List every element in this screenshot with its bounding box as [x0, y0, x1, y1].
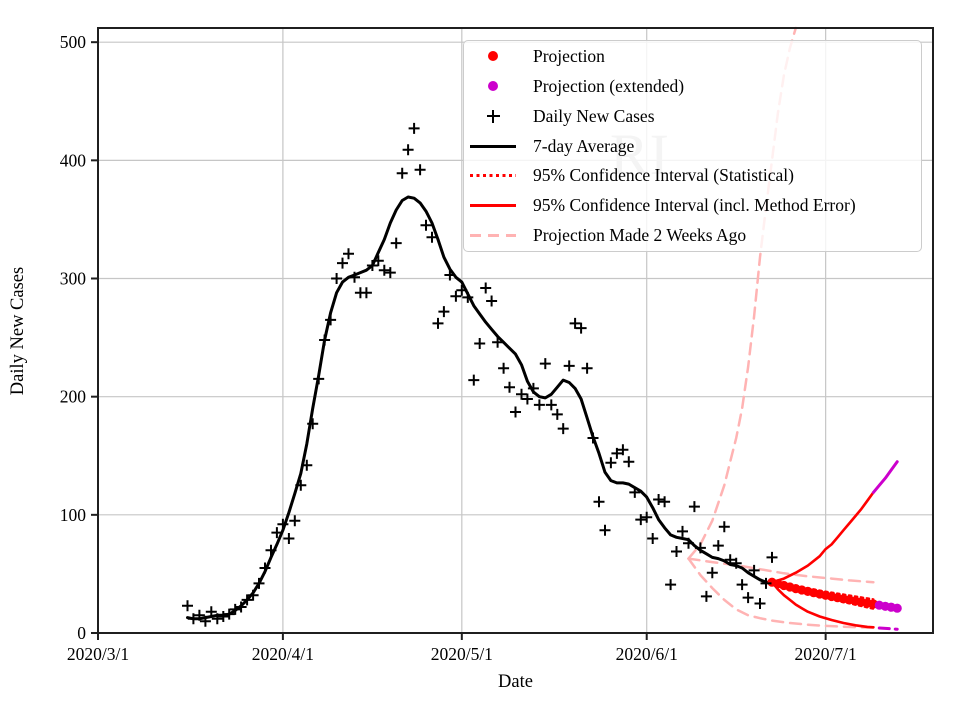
svg-text:0: 0	[77, 623, 86, 643]
legend-label: Projection (extended)	[533, 75, 685, 96]
solid-red-line-marker-icon	[470, 204, 516, 208]
legend-item-ci-statistical: 95% Confidence Interval (Statistical)	[464, 161, 921, 190]
black-line-marker-icon	[470, 144, 516, 148]
dashed-pink-line-marker-icon	[470, 234, 516, 238]
magenta-dot-marker-icon	[488, 81, 498, 92]
legend-label: Projection Made 2 Weeks Ago	[533, 225, 747, 246]
legend-label: 7-day Average	[533, 135, 635, 156]
legend-label: 95% Confidence Interval (incl. Method Er…	[533, 195, 856, 216]
x-axis-title: Date	[498, 672, 533, 692]
svg-text:2020/3/1: 2020/3/1	[67, 644, 129, 664]
svg-text:2020/4/1: 2020/4/1	[252, 644, 314, 664]
svg-text:2020/7/1: 2020/7/1	[795, 644, 857, 664]
svg-text:100: 100	[60, 505, 87, 525]
red-dot-marker-icon	[488, 51, 498, 62]
legend-item-7day-average: 7-day Average	[464, 132, 921, 161]
legend-item-projection: Projection	[464, 42, 921, 71]
plus-marker-icon	[486, 109, 500, 123]
chart-legend: Projection Projection (extended) Daily N…	[463, 40, 922, 252]
svg-text:2020/5/1: 2020/5/1	[431, 644, 493, 664]
legend-item-projection-extended: Projection (extended)	[464, 72, 921, 101]
legend-item-daily-new-cases: Daily New Cases	[464, 102, 921, 131]
legend-item-ci-method-error: 95% Confidence Interval (incl. Method Er…	[464, 191, 921, 220]
legend-item-projection-2-weeks-ago: Projection Made 2 Weeks Ago	[464, 221, 921, 250]
svg-text:200: 200	[60, 387, 87, 407]
svg-text:2020/6/1: 2020/6/1	[616, 644, 678, 664]
svg-text:500: 500	[60, 32, 87, 52]
legend-label: 95% Confidence Interval (Statistical)	[533, 165, 794, 186]
legend-label: Daily New Cases	[533, 105, 655, 126]
dotted-red-line-marker-icon	[470, 174, 516, 178]
legend-label: Projection	[533, 45, 605, 66]
y-axis-title: Daily New Cases	[8, 266, 28, 396]
svg-text:300: 300	[60, 269, 87, 289]
svg-text:400: 400	[60, 150, 87, 170]
